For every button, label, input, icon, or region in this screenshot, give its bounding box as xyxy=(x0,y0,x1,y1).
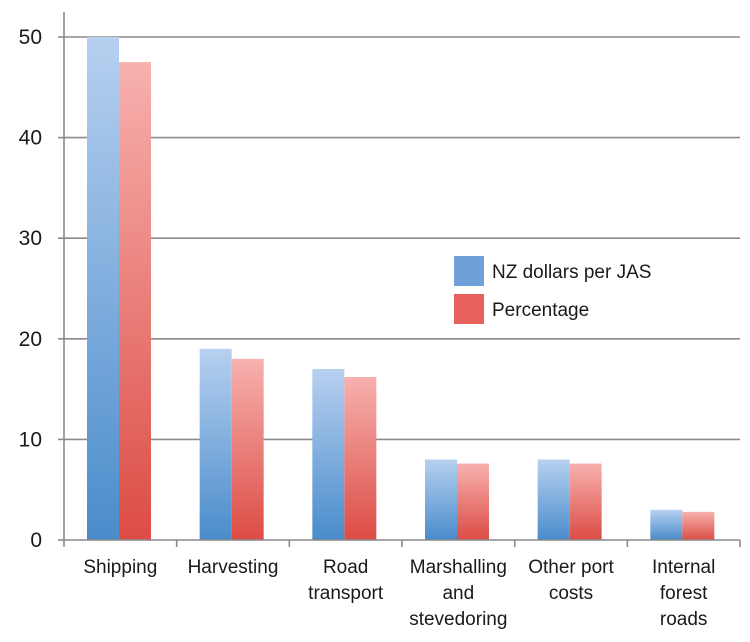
bars xyxy=(87,37,715,541)
x-category-label: Road transport xyxy=(308,557,384,604)
y-tick-label: 20 xyxy=(19,328,42,351)
bar-nz-dollars-0 xyxy=(87,37,119,540)
axes xyxy=(63,12,741,547)
legend-swatch-0 xyxy=(454,256,484,286)
bar-percentage-5 xyxy=(682,511,715,540)
y-tick-label: 30 xyxy=(19,227,42,250)
legend-swatch-1 xyxy=(454,294,484,324)
x-axis-category-labels: Shipping Harvesting Road transport Marshalli… xyxy=(83,557,715,630)
x-category-label: Other port costs xyxy=(528,557,614,604)
bar-percentage-4 xyxy=(569,463,602,540)
x-category-label: Marshalling and stevedoring xyxy=(409,557,507,630)
y-tick-label: 10 xyxy=(19,428,42,451)
y-tick-label: 40 xyxy=(19,127,42,150)
bar-percentage-1 xyxy=(231,358,264,540)
bar-percentage-2 xyxy=(344,377,377,540)
bar-percentage-0 xyxy=(119,62,151,541)
legend-label-1: Percentage xyxy=(492,300,589,321)
legend-label-0: NZ dollars per JAS xyxy=(492,262,651,283)
bar-nz-dollars-3 xyxy=(425,459,457,540)
bar-percentage-3 xyxy=(457,463,489,540)
bar-nz-dollars-5 xyxy=(650,509,683,540)
bar-nz-dollars-4 xyxy=(537,459,570,540)
x-category-label: Shipping xyxy=(83,557,157,578)
y-tick-label: 0 xyxy=(30,529,42,552)
y-axis-tick-labels: 0 10 20 30 40 50 xyxy=(19,26,64,552)
gridlines xyxy=(64,36,740,441)
legend: NZ dollars per JAS Percentage xyxy=(454,256,651,324)
x-category-label: Harvesting xyxy=(188,557,279,578)
bar-nz-dollars-1 xyxy=(199,348,232,540)
y-tick-label: 50 xyxy=(19,26,42,49)
x-category-label: Internal forest roads xyxy=(652,557,715,630)
bar-nz-dollars-2 xyxy=(312,368,345,540)
